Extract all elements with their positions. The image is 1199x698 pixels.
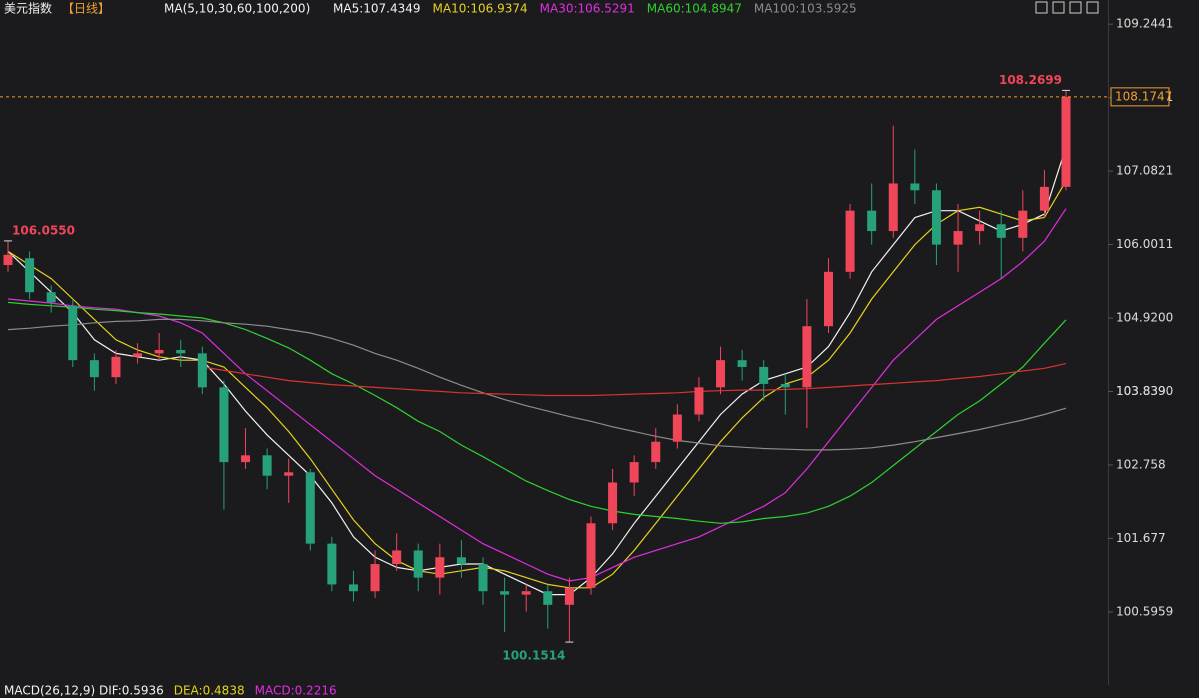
candle-body <box>586 523 596 588</box>
candle-body <box>651 441 661 463</box>
candle-body <box>241 455 251 463</box>
candle-body <box>608 482 618 524</box>
tool-icon[interactable] <box>1052 1 1065 14</box>
candle-body <box>197 353 207 388</box>
candle-body <box>435 557 445 578</box>
candle-body <box>521 591 531 595</box>
annotation-label: 106.0550 <box>12 223 75 237</box>
y-tick-label: 102.758 <box>1116 457 1166 471</box>
candle-body <box>1039 186 1049 211</box>
period-label[interactable]: 【日线】 <box>62 2 110 16</box>
last-price-label: 108.1747 <box>1115 89 1172 103</box>
tool-icon[interactable] <box>1086 1 1099 14</box>
legend-entry: MA5:107.4349 <box>333 2 421 16</box>
y-tick-label: 107.0821 <box>1116 164 1173 178</box>
candle-body <box>931 190 941 245</box>
candle-body <box>996 224 1006 238</box>
toolbar <box>1035 1 1099 14</box>
candle-body <box>262 455 272 476</box>
candle-body <box>392 550 402 565</box>
candle-body <box>89 360 99 378</box>
last-price-box <box>1110 87 1170 107</box>
sub-legend-entry: MACD(26,12,9) DIF:0.5936 <box>4 684 164 698</box>
candle-body <box>694 387 704 415</box>
candle-body <box>716 360 726 388</box>
candle-body <box>284 472 294 476</box>
candle-body <box>564 587 574 605</box>
candle-body <box>413 550 423 578</box>
y-tick-label: 106.0011 <box>1116 237 1173 251</box>
candle-body <box>3 254 13 266</box>
ma-line <box>7 208 1067 582</box>
candle-body <box>543 591 553 605</box>
y-tick-label: 104.9200 <box>1116 311 1173 325</box>
candle-body <box>68 305 78 361</box>
candle-body <box>478 564 488 592</box>
y-tick-label: 103.8390 <box>1116 384 1173 398</box>
ma-line <box>7 318 1067 451</box>
legend-entry: MA30:106.5291 <box>540 2 635 16</box>
candle-body <box>154 349 164 354</box>
candle-body <box>348 584 358 592</box>
candle-body <box>327 543 337 585</box>
candle-body <box>111 356 121 378</box>
ma-line <box>7 146 1067 596</box>
annotation-label: 108.2699 <box>999 73 1062 87</box>
tool-icon[interactable] <box>1069 1 1082 14</box>
y-tick-label: 109.2441 <box>1116 17 1173 31</box>
candle-body <box>219 387 229 463</box>
y-tick-label: 101.677 <box>1116 531 1166 545</box>
indicator-label: MA(5,10,30,60,100,200) <box>164 2 310 16</box>
candle-body <box>780 383 790 388</box>
candle-body <box>823 271 833 327</box>
ma-line <box>202 363 1067 397</box>
tool-icon[interactable] <box>1035 1 1048 14</box>
ma-line <box>7 180 1067 589</box>
candle-body <box>305 472 315 544</box>
legend-entry: MA60:104.8947 <box>647 2 742 16</box>
candle-body <box>888 183 898 232</box>
candle-body <box>370 564 380 592</box>
candle-body <box>845 210 855 272</box>
candle-body <box>867 210 877 232</box>
candle-body <box>500 591 510 595</box>
candle-body <box>802 326 812 388</box>
candle-body <box>1018 210 1028 238</box>
candle-body <box>456 557 466 565</box>
y-tick-label: 103.839 <box>1116 384 1166 398</box>
candle-body <box>672 414 682 442</box>
candle-body <box>46 292 56 303</box>
y-tick-label: 100.5959 <box>1116 604 1173 618</box>
candle-body <box>910 183 920 191</box>
ma-line <box>7 301 1067 524</box>
candle-body <box>25 258 35 293</box>
candle-body <box>629 462 639 483</box>
annotation-label: 100.1514 <box>502 649 565 663</box>
sub-legend-entry: MACD:0.2216 <box>255 684 337 698</box>
chart-title: 美元指数 <box>4 1 52 16</box>
candle-body <box>1061 96 1071 187</box>
sub-legend-entry: DEA:0.4838 <box>174 684 245 698</box>
legend-entry: MA10:106.9374 <box>433 2 528 16</box>
candle-body <box>176 349 186 354</box>
candle-body <box>737 360 747 367</box>
legend-entry: MA100:103.5925 <box>754 2 857 16</box>
candle-body <box>975 224 985 232</box>
candle-body <box>953 231 963 245</box>
candle-body <box>759 366 769 384</box>
candle-body <box>133 353 143 357</box>
